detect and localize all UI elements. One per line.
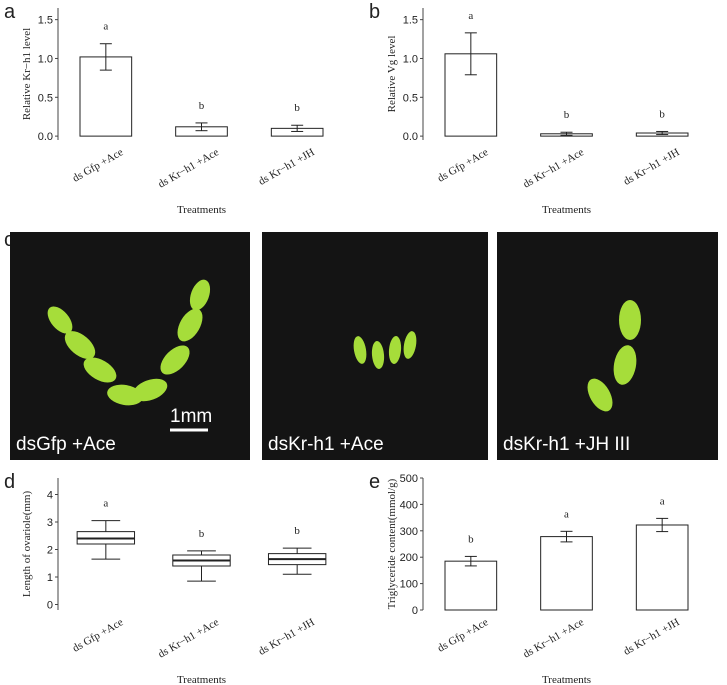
y-tick-label: 200 [400, 552, 418, 564]
x-tick-label: ds Gfp +Ace [436, 616, 491, 655]
panel-label: b [369, 1, 380, 23]
error-bar [656, 517, 669, 533]
significance-letter: b [294, 102, 300, 114]
y-tick-label: 300 [400, 526, 418, 538]
y-tick-label: 1.5 [38, 15, 53, 27]
scale-bar-label: 1mm [170, 406, 212, 427]
x-tick-label: ds Kr−h1 +Ace [156, 146, 221, 190]
panel-label: e [369, 471, 380, 493]
x-tick-label: ds Gfp +Ace [436, 146, 491, 185]
y-tick-label: 0.5 [38, 92, 53, 104]
x-tick-label: ds Kr−h1 +JH [622, 616, 682, 658]
x-tick-label: ds Kr−h1 +Ace [156, 616, 221, 660]
significance-letter: b [468, 533, 474, 545]
y-axis-label: Triglyceride content(mmol/g) [386, 478, 398, 609]
y-axis-label: Relative Kr−h1 level [21, 28, 33, 120]
significance-letter: a [103, 21, 108, 33]
error-bar [195, 122, 208, 132]
photo [497, 232, 718, 460]
x-tick-label: ds Gfp +Ace [71, 616, 126, 655]
error-bar [99, 43, 112, 71]
y-tick-label: 2 [47, 545, 53, 557]
significance-letter: a [564, 508, 569, 520]
error-bar [560, 530, 573, 543]
panel-label: d [4, 471, 15, 493]
caption: dsKr-h1 +JH III [503, 434, 630, 455]
significance-letter: b [199, 100, 205, 112]
significance-letter: b [199, 528, 205, 540]
bar [540, 536, 593, 611]
x-tick-label: ds Kr−h1 +JH [622, 146, 682, 188]
y-tick-label: 1.0 [403, 53, 418, 65]
x-tick-label: ds Gfp +Ace [71, 146, 126, 185]
error-bar [464, 32, 477, 76]
bar [635, 524, 689, 611]
y-axis-label: Relative Vg level [386, 36, 398, 113]
significance-letter: a [660, 495, 665, 507]
y-tick-label: 0.0 [403, 131, 418, 143]
error-bar [464, 555, 477, 567]
y-tick-label: 0 [47, 600, 53, 612]
x-axis-label: Treatments [542, 674, 591, 685]
significance-letter: b [659, 108, 665, 120]
x-tick-label: ds Kr−h1 +JH [257, 146, 317, 188]
y-tick-label: 400 [400, 499, 418, 511]
y-tick-label: 500 [400, 473, 418, 485]
y-tick-label: 0 [412, 605, 418, 617]
x-axis-label: Treatments [177, 204, 226, 216]
y-tick-label: 100 [400, 579, 418, 591]
panel-label: a [4, 1, 16, 23]
significance-letter: a [103, 498, 108, 510]
error-bar [291, 124, 304, 132]
photo [10, 232, 250, 460]
panel-label: c [4, 229, 14, 251]
y-tick-label: 0.0 [38, 131, 53, 143]
ovaries [47, 279, 641, 412]
bar [444, 560, 498, 611]
significance-letter: b [294, 525, 300, 537]
error-bar [560, 131, 573, 136]
significance-letter: a [468, 10, 473, 22]
y-tick-label: 1.0 [38, 53, 53, 65]
y-tick-label: 3 [47, 517, 53, 529]
x-tick-label: ds Kr−h1 +Ace [521, 616, 586, 660]
x-axis-label: Treatments [177, 674, 226, 685]
x-axis-label: Treatments [542, 204, 591, 216]
x-tick-label: ds Kr−h1 +Ace [521, 146, 586, 190]
error-bar [656, 130, 669, 136]
y-tick-label: 1 [47, 572, 53, 584]
y-tick-label: 1.5 [403, 15, 418, 27]
y-axis-label: Length of ovariole(mm) [21, 491, 33, 598]
y-tick-label: 0.5 [403, 92, 418, 104]
y-tick-label: 4 [47, 490, 53, 502]
x-tick-label: ds Kr−h1 +JH [257, 616, 317, 658]
image-panel: c 1mm dsGfp +Ace dsKr-h1 +Ace dsKr-h1 +J… [4, 229, 718, 460]
significance-letter: b [564, 109, 570, 121]
caption: dsGfp +Ace [16, 434, 116, 455]
caption: dsKr-h1 +Ace [268, 434, 384, 455]
